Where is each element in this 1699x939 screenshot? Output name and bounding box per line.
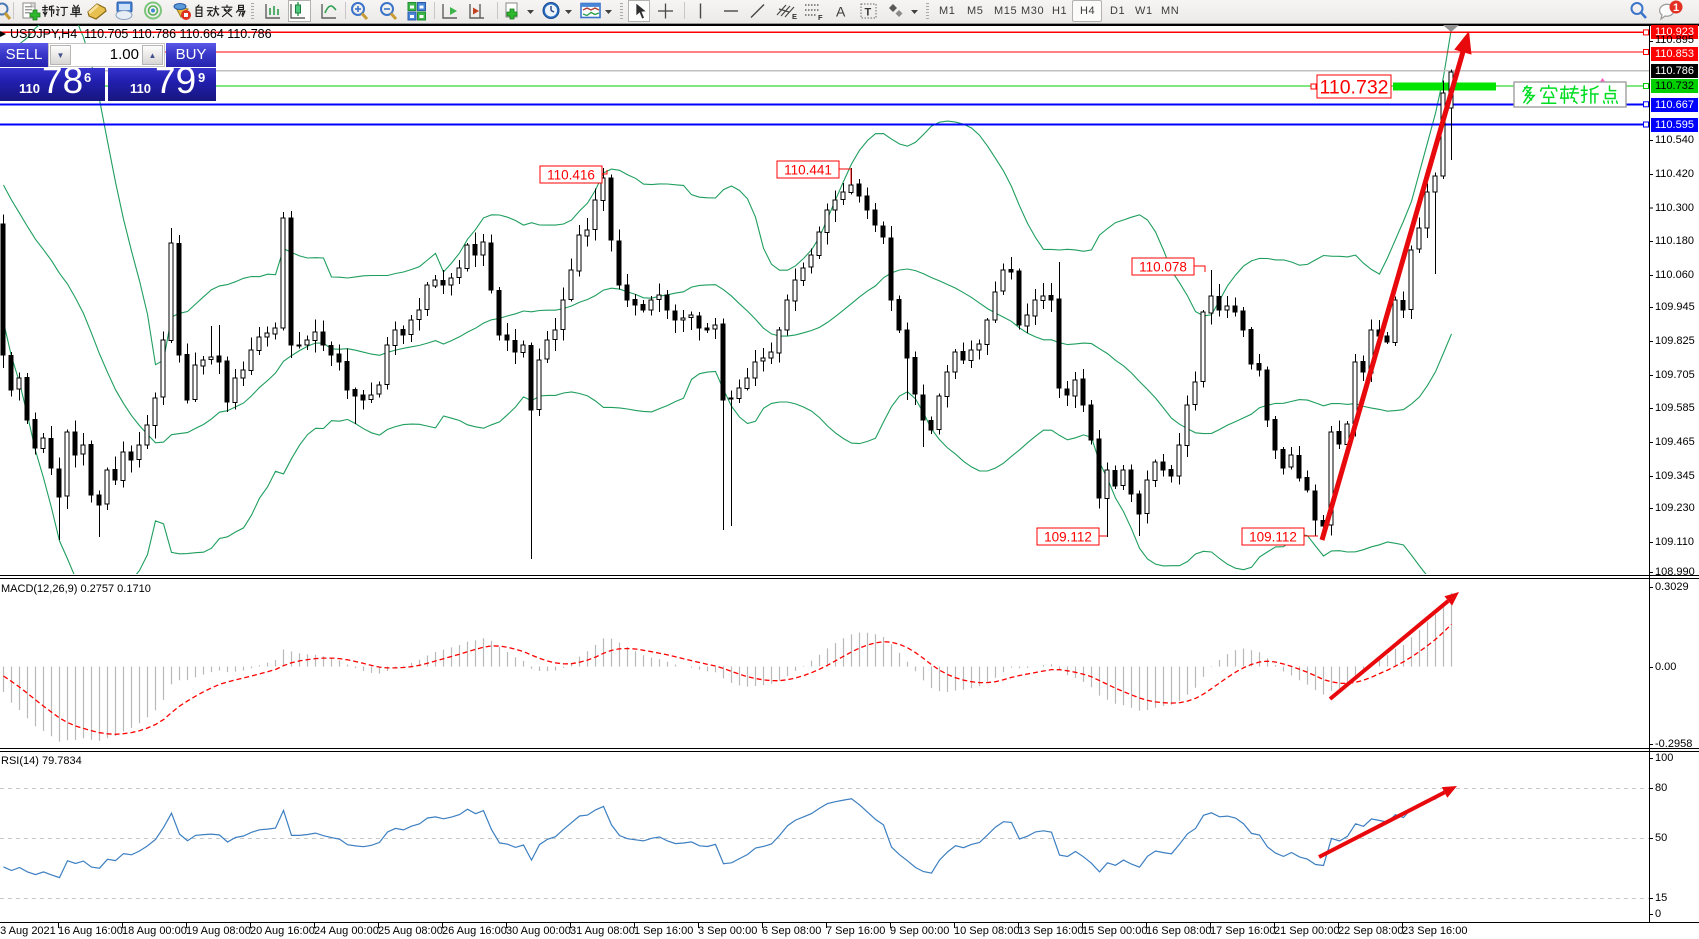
svg-text:110.078: 110.078 xyxy=(1139,259,1187,274)
svg-text:110.441: 110.441 xyxy=(784,162,832,177)
svg-text:1: 1 xyxy=(1673,2,1679,14)
svg-text:A: A xyxy=(836,4,846,20)
svg-text:110.416: 110.416 xyxy=(547,167,595,182)
svg-text:109.112: 109.112 xyxy=(1044,529,1092,544)
svg-text:E: E xyxy=(792,12,797,21)
svg-text:T: T xyxy=(865,7,872,19)
svg-text:109.112: 109.112 xyxy=(1249,529,1297,544)
svg-text:110.732: 110.732 xyxy=(1319,77,1388,99)
svg-text:F: F xyxy=(818,13,823,22)
